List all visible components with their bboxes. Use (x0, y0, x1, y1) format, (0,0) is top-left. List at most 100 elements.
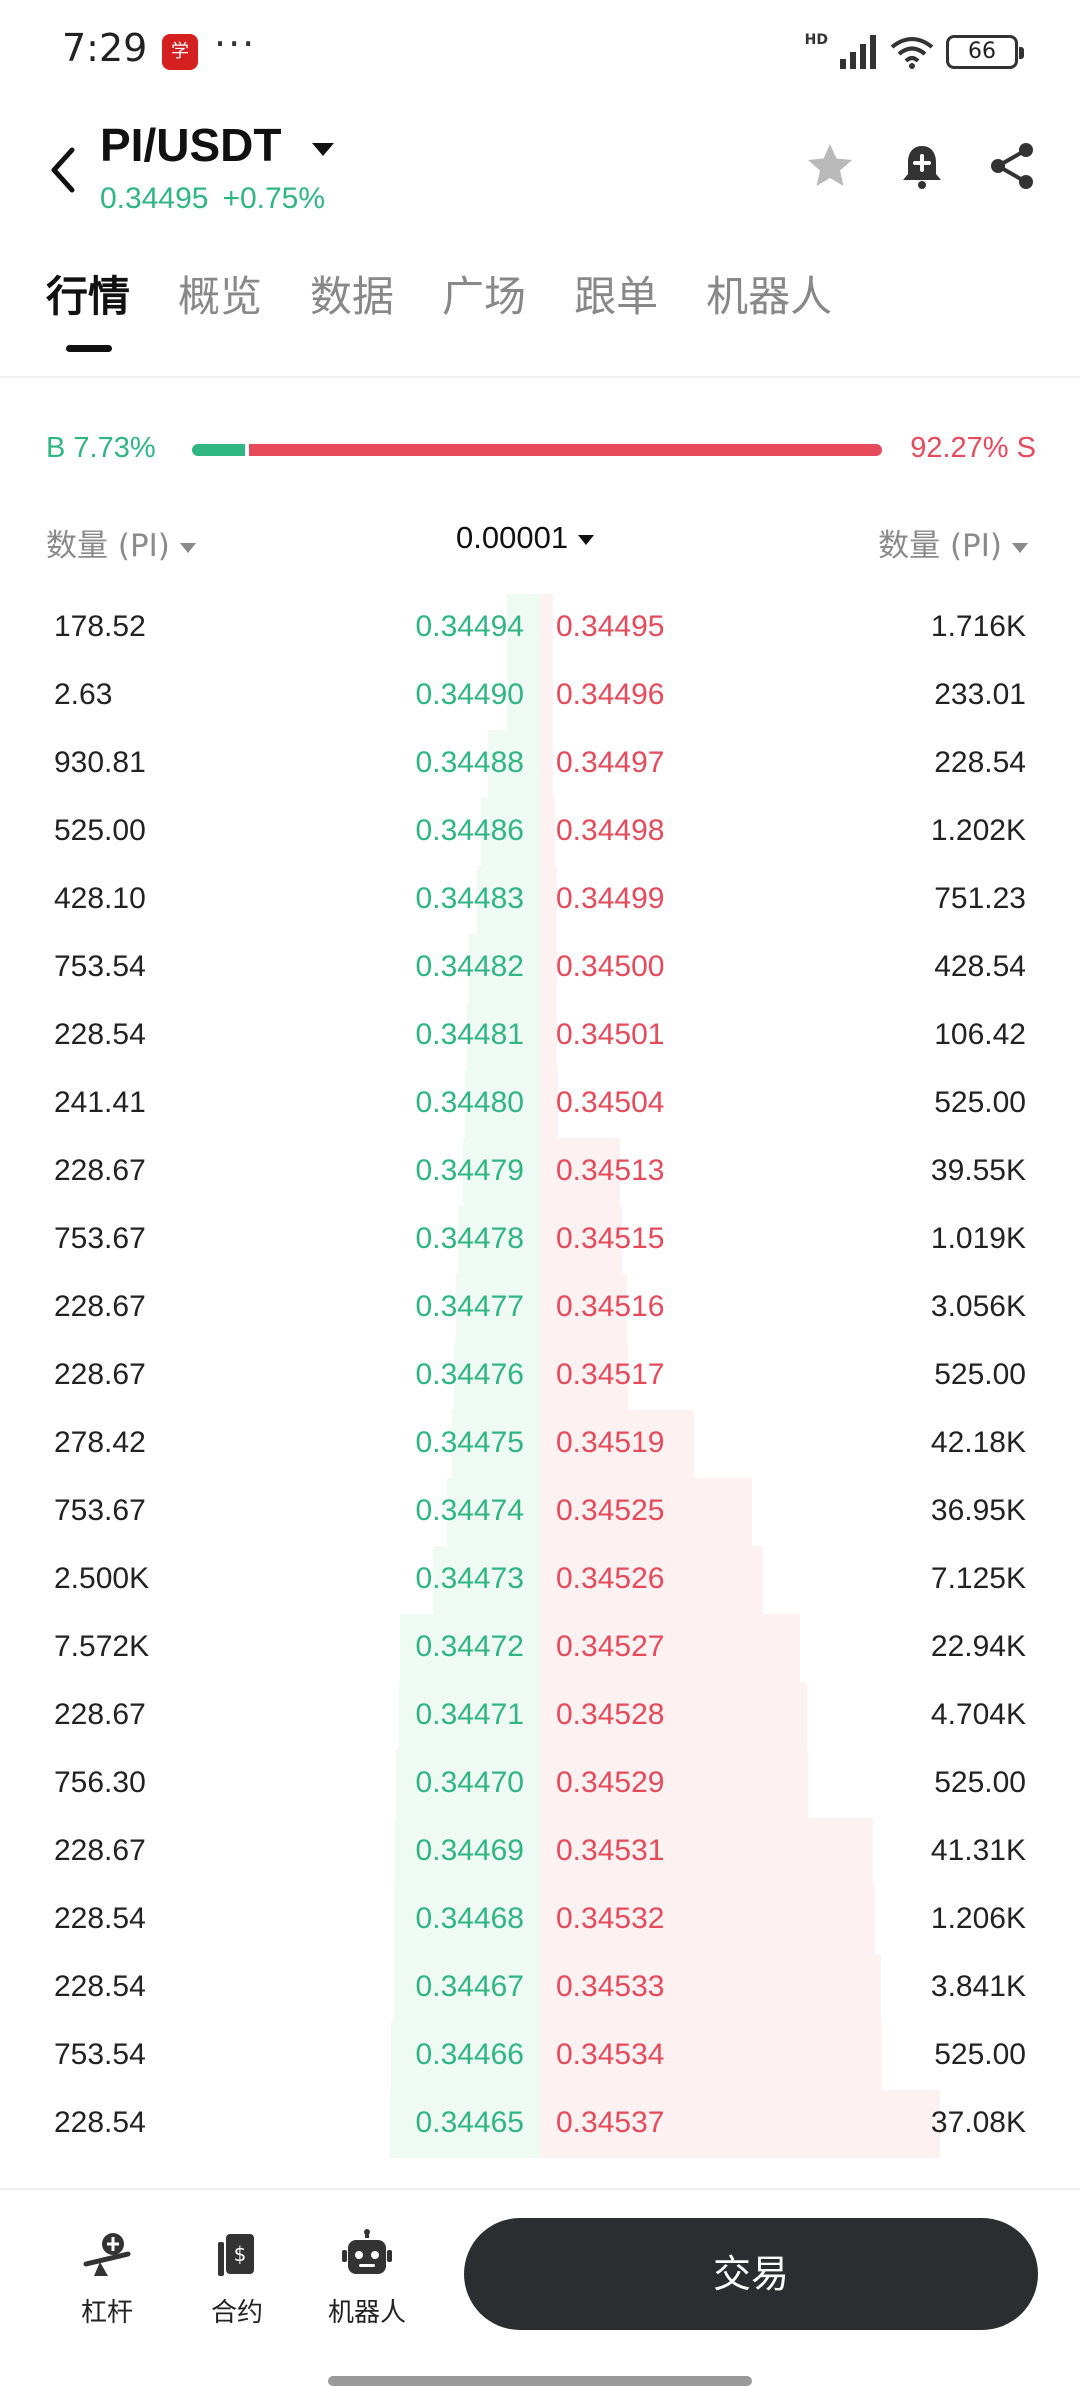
trade-button[interactable]: 交易 (464, 2218, 1038, 2330)
hd-label: HD (804, 32, 828, 48)
nav-contract[interactable]: $ 合约 (182, 2228, 292, 2329)
ask-depth-bar (540, 1546, 764, 1614)
bid-depth-bar (447, 1478, 540, 1546)
bid-price: 0.34469 (415, 1834, 524, 1867)
more-notifications-icon: ··· (214, 22, 257, 66)
bid-price: 0.34473 (415, 1562, 524, 1595)
bid-price: 0.34480 (415, 1086, 524, 1119)
ask-quantity: 41.31K (930, 1834, 1026, 1867)
ask-price: 0.34534 (556, 2038, 665, 2071)
order-book-row[interactable]: 241.41 0.34480 0.34504 525.00 (0, 1070, 1080, 1138)
ask-price: 0.34504 (556, 1086, 665, 1119)
order-book-row[interactable]: 228.67 0.34479 0.34513 39.55K (0, 1138, 1080, 1206)
sell-ratio-label: 92.27% S (910, 432, 1036, 464)
ask-price: 0.34533 (556, 1970, 665, 2003)
order-book-row[interactable]: 228.67 0.34476 0.34517 525.00 (0, 1342, 1080, 1410)
tab-data[interactable]: 数据 (310, 272, 395, 321)
order-book-row[interactable]: 753.67 0.34478 0.34515 1.019K (0, 1206, 1080, 1274)
bid-price: 0.34474 (415, 1494, 524, 1527)
ask-depth-bar (540, 1478, 753, 1546)
order-book-row[interactable]: 2.63 0.34490 0.34496 233.01 (0, 662, 1080, 730)
order-book-row[interactable]: 753.54 0.34482 0.34500 428.54 (0, 934, 1080, 1002)
pair-title[interactable]: PI/USDT (100, 119, 282, 171)
bid-depth-bar (399, 1614, 540, 1682)
ask-quantity: 428.54 (934, 950, 1026, 983)
bid-price: 0.34478 (415, 1222, 524, 1255)
contract-icon: $ (218, 2234, 254, 2276)
order-book-row[interactable]: 228.54 0.34467 0.34533 3.841K (0, 1954, 1080, 2022)
order-book-row[interactable]: 753.67 0.34474 0.34525 36.95K (0, 1478, 1080, 1546)
bid-price: 0.34494 (415, 610, 524, 643)
order-book-row[interactable]: 228.54 0.34481 0.34501 106.42 (0, 1002, 1080, 1070)
favorite-star-icon[interactable] (802, 138, 858, 194)
share-icon[interactable] (984, 138, 1040, 194)
ask-quantity: 106.42 (934, 1018, 1026, 1051)
nav-contract-label: 合约 (210, 2298, 263, 2328)
tab-overview[interactable]: 概览 (178, 272, 263, 321)
bid-price: 0.34476 (415, 1358, 524, 1391)
order-book-row[interactable]: 2.500K 0.34473 0.34526 7.125K (0, 1546, 1080, 1614)
bid-depth-bar (457, 1206, 540, 1274)
ratio-bar-buy (192, 444, 245, 456)
order-book-row[interactable]: 525.00 0.34486 0.34498 1.202K (0, 798, 1080, 866)
home-indicator[interactable] (328, 2376, 752, 2386)
bid-quantity: 228.67 (54, 1358, 146, 1391)
order-book-row[interactable]: 228.54 0.34465 0.34537 37.08K (0, 2090, 1080, 2158)
order-book-row[interactable]: 228.67 0.34469 0.34531 41.31K (0, 1818, 1080, 1886)
bid-quantity: 228.54 (54, 2106, 146, 2139)
bid-qty-header[interactable]: 数量 (PI) (46, 520, 196, 565)
bid-price: 0.34467 (415, 1970, 524, 2003)
bid-quantity: 278.42 (54, 1426, 146, 1459)
order-book-row[interactable]: 428.10 0.34483 0.34499 751.23 (0, 866, 1080, 934)
ask-quantity: 22.94K (930, 1630, 1026, 1663)
ask-depth-bar (540, 2090, 940, 2158)
tab-copy-trade[interactable]: 跟单 (574, 272, 659, 321)
ask-quantity: 228.54 (934, 746, 1026, 779)
tab-square[interactable]: 广场 (442, 272, 527, 321)
back-arrow-icon[interactable] (40, 140, 84, 200)
order-book-row[interactable]: 753.54 0.34466 0.34534 525.00 (0, 2022, 1080, 2090)
order-book-row[interactable]: 228.67 0.34477 0.34516 3.056K (0, 1274, 1080, 1342)
tab-market[interactable]: 行情 (46, 262, 130, 352)
ask-price: 0.34532 (556, 1902, 665, 1935)
bid-depth-bar (396, 1750, 540, 1818)
chevron-down-icon (578, 534, 595, 545)
bid-quantity: 2.63 (54, 678, 113, 711)
precision-selector[interactable]: 0.00001 (456, 520, 595, 556)
pair-header: PI/USDT 0.34495 +0.75% (0, 110, 1080, 230)
order-book-row[interactable]: 228.67 0.34471 0.34528 4.704K (0, 1682, 1080, 1750)
ask-price: 0.34537 (556, 2106, 665, 2139)
order-book-row[interactable]: 756.30 0.34470 0.34529 525.00 (0, 1750, 1080, 1818)
order-book-row[interactable]: 930.81 0.34488 0.34497 228.54 (0, 730, 1080, 798)
bid-quantity: 753.67 (54, 1494, 146, 1527)
tab-bots[interactable]: 机器人 (706, 272, 833, 321)
order-book-row[interactable]: 228.54 0.34468 0.34532 1.206K (0, 1886, 1080, 1954)
price-alert-bell-icon[interactable] (894, 138, 950, 194)
ask-price: 0.34517 (556, 1358, 665, 1391)
signal-icon (840, 35, 876, 69)
bid-price: 0.34479 (415, 1154, 524, 1187)
robot-icon (342, 2229, 392, 2274)
nav-leverage[interactable]: 杠杆 (52, 2228, 162, 2329)
chevron-down-icon (179, 542, 196, 553)
ask-depth-bar (540, 662, 554, 730)
price-summary: 0.34495 +0.75% (100, 182, 325, 216)
nav-robot[interactable]: 机器人 (312, 2228, 422, 2329)
bid-price: 0.34481 (415, 1018, 524, 1051)
bid-price: 0.34468 (415, 1902, 524, 1935)
pair-dropdown-icon[interactable] (308, 134, 338, 164)
bid-price: 0.34472 (415, 1630, 524, 1663)
order-book-row[interactable]: 178.52 0.34494 0.34495 1.716K (0, 594, 1080, 662)
ask-qty-header[interactable]: 数量 (PI) (878, 520, 1028, 565)
ask-depth-bar (540, 934, 558, 1002)
app-notification-icon: 学 (162, 34, 198, 70)
ratio-bar-sell (249, 444, 882, 456)
bid-depth-bar (481, 798, 540, 866)
ask-price: 0.34498 (556, 814, 665, 847)
bid-price: 0.34486 (415, 814, 524, 847)
bid-quantity: 7.572K (54, 1630, 150, 1663)
order-book-row[interactable]: 278.42 0.34475 0.34519 42.18K (0, 1410, 1080, 1478)
bid-quantity: 228.54 (54, 1902, 146, 1935)
order-book-row[interactable]: 7.572K 0.34472 0.34527 22.94K (0, 1614, 1080, 1682)
buy-ratio-label: B 7.73% (46, 432, 156, 464)
